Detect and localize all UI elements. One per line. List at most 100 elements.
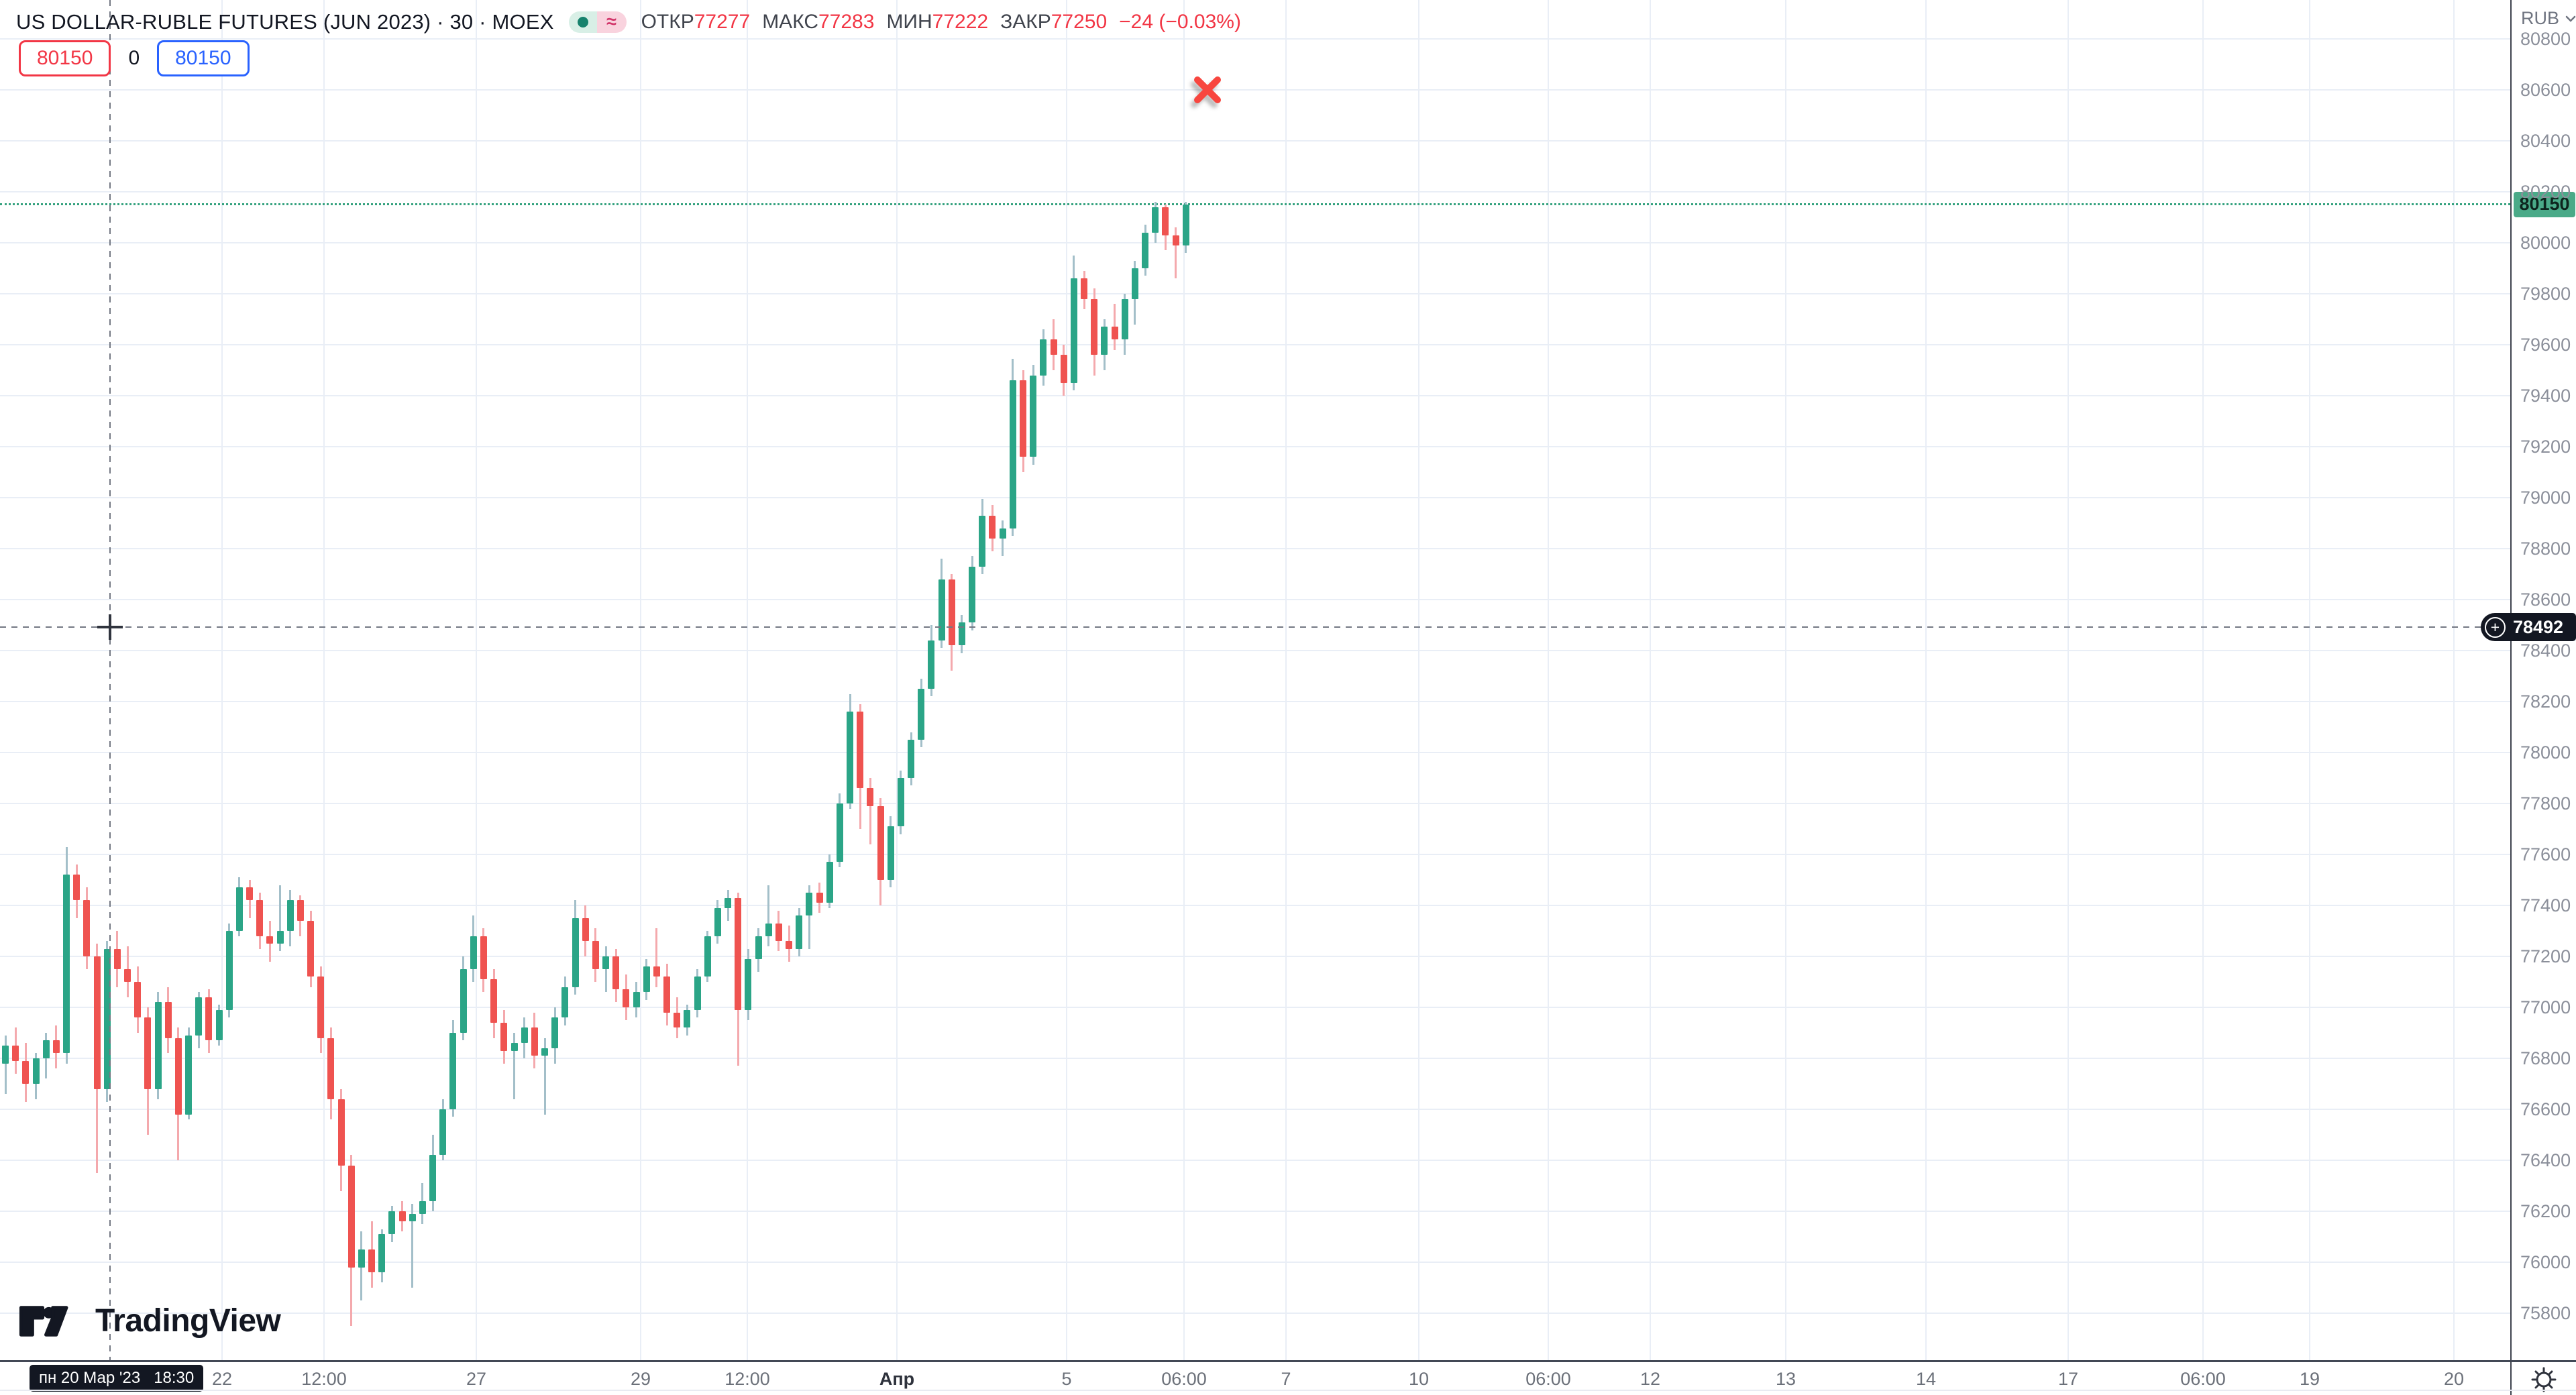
candle-body [969, 566, 976, 623]
price-tick-label: 80000 [2520, 232, 2571, 253]
candle-body [1121, 298, 1128, 340]
candle-body [460, 968, 467, 1033]
candle-body [1152, 207, 1159, 233]
candle-body [735, 897, 742, 1010]
candle-body [745, 958, 752, 1010]
price-tick-label: 79600 [2520, 334, 2571, 355]
gridline-horizontal [0, 1312, 2510, 1314]
price-tick-label: 78600 [2520, 589, 2571, 610]
open-label: ОТКР [641, 11, 694, 33]
low-value: 77222 [932, 11, 989, 33]
candle-body [765, 923, 772, 936]
price-tick-label: 79200 [2520, 436, 2571, 457]
crosshair-price-badge[interactable]: + 78492 [2481, 613, 2576, 641]
candle-body [1020, 380, 1026, 457]
candle-body [449, 1032, 457, 1109]
tradingview-watermark[interactable]: TradingView [19, 1302, 281, 1339]
gridline-horizontal [0, 955, 2510, 957]
approx-icon: ≈ [606, 11, 616, 32]
candle-body [113, 948, 121, 969]
market-status-capsule[interactable]: ≈ [568, 11, 627, 33]
candle-body [877, 805, 884, 880]
price-tick-label: 78800 [2520, 538, 2571, 559]
candle-body [979, 515, 986, 567]
candle-body [358, 1249, 365, 1268]
candle-body [592, 941, 599, 969]
gridline-horizontal [0, 751, 2510, 753]
candle-body [174, 1038, 182, 1115]
candle-body [1182, 204, 1189, 245]
time-tick-label: 22 [211, 1369, 233, 1389]
gridline-vertical [2068, 0, 2069, 1360]
candle-body [22, 1060, 30, 1084]
gridline-vertical [1183, 0, 1185, 1360]
gridline-vertical [1548, 0, 1549, 1360]
candle-body [297, 900, 304, 921]
candle-body [887, 826, 894, 880]
candle-body [12, 1045, 19, 1061]
candle-body [1040, 339, 1047, 376]
candle-body [836, 803, 843, 862]
market-open-status-pill[interactable] [568, 11, 597, 33]
candle-body [643, 966, 650, 993]
candle-body [490, 979, 498, 1023]
candle-wick [1002, 520, 1004, 557]
price-tick-label: 76200 [2520, 1201, 2571, 1221]
time-tick-label: 14 [1915, 1369, 1937, 1389]
candle-body [796, 915, 803, 949]
candle-body [1091, 298, 1098, 355]
currency-label: RUB [2521, 8, 2560, 28]
time-tick-label: 06:00 [2180, 1369, 2226, 1389]
gridline-vertical [1066, 0, 1067, 1360]
candle-body [52, 1040, 60, 1054]
price-tick-label: 77000 [2520, 997, 2571, 1017]
price-scale-unit-menu[interactable]: RUB [2521, 8, 2576, 29]
crosshair-vertical-line [109, 0, 111, 1360]
time-scale[interactable]: пн 20 Мар '23 18:30 22 12:00 27 29 12:00 Апр 5… [0, 1360, 2510, 1395]
candle-body [124, 968, 131, 982]
candle-body [928, 640, 935, 689]
settings-gear-icon[interactable] [2529, 1365, 2559, 1394]
candle-body [317, 976, 325, 1038]
candle-body [714, 907, 721, 936]
candle-body [958, 622, 965, 646]
timezone-settings-corner[interactable] [2510, 1360, 2576, 1395]
candle-body [1172, 235, 1179, 245]
candle-body [1142, 232, 1149, 268]
delayed-data-status-pill[interactable]: ≈ [596, 11, 627, 33]
high-label: МАКС [762, 11, 818, 33]
last-price-line [0, 203, 2510, 205]
gridline-horizontal [0, 1261, 2510, 1263]
candle-body [246, 887, 254, 901]
candle-body [1111, 327, 1118, 340]
candle-body [521, 1027, 528, 1044]
chart-plot-area[interactable]: TradingView US DOLLAR-RUBLE FUTURES (JUN… [0, 0, 2510, 1360]
time-tick-label: 27 [466, 1369, 487, 1389]
watermark-text: TradingView [95, 1303, 281, 1339]
sell-marker-icon[interactable] [1189, 72, 1226, 108]
candle-wick [4, 1035, 7, 1095]
price-scale[interactable]: RUB 80150 + 78492 80800 80600 80400 80200 80… [2481, 0, 2576, 1360]
candle-body [235, 887, 243, 931]
candle-body [663, 976, 671, 1013]
candle-body [388, 1211, 396, 1235]
symbol-title[interactable]: US DOLLAR-RUBLE FUTURES (JUN 2023) · 30 … [16, 10, 554, 34]
candle-body [327, 1038, 335, 1099]
price-tick-label: 80400 [2520, 130, 2571, 151]
price-tick-label: 80600 [2520, 79, 2571, 100]
last-price-badge: 80150 [2514, 191, 2575, 217]
gridline-horizontal [0, 343, 2510, 345]
gridline-horizontal [0, 649, 2510, 651]
gridline-horizontal [0, 598, 2510, 600]
price-tick-label: 76600 [2520, 1099, 2571, 1119]
candle-body [429, 1155, 437, 1201]
candle-body [684, 1009, 691, 1028]
candle-body [1030, 375, 1037, 457]
add-alert-plus-icon[interactable]: + [2485, 616, 2506, 638]
price-level-pill-blue[interactable]: 80150 [157, 40, 250, 76]
price-level-pill-red[interactable]: 80150 [19, 40, 111, 76]
candle-body [205, 997, 213, 1041]
price-tick-label: 77400 [2520, 895, 2571, 915]
price-tick-label: 80200 [2520, 181, 2571, 202]
